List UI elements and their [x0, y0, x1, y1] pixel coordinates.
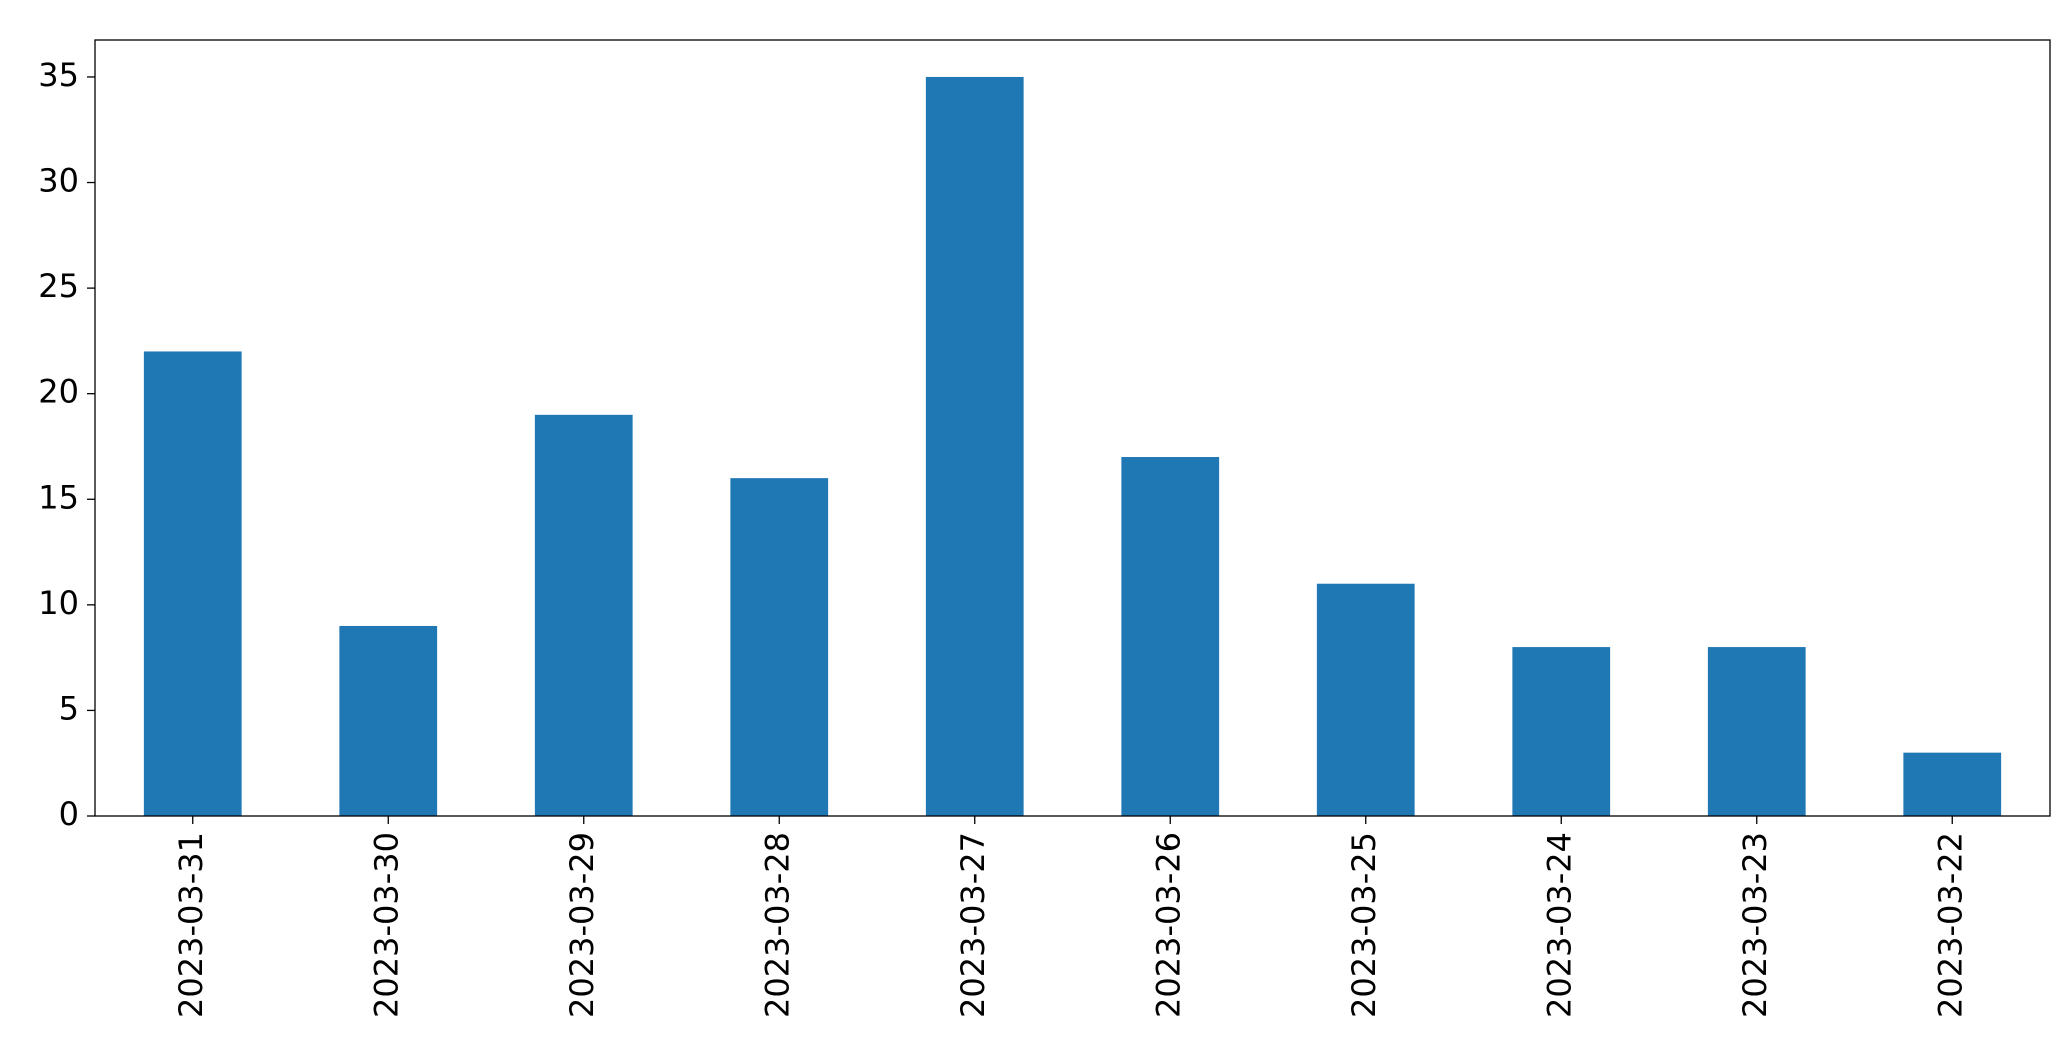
bar: [1316, 583, 1415, 816]
y-tick-label: 30: [38, 162, 79, 200]
x-tick-label: 2023-03-28: [758, 832, 796, 1018]
x-tick-label: 2023-03-30: [367, 832, 405, 1018]
x-tick-label: 2023-03-31: [172, 832, 210, 1018]
bar: [1512, 647, 1611, 816]
bar: [730, 478, 829, 816]
bar: [143, 351, 242, 816]
x-tick-label: 2023-03-22: [1931, 832, 1969, 1018]
bar: [1121, 457, 1220, 816]
x-tick-label: 2023-03-25: [1345, 832, 1383, 1018]
y-tick-label: 15: [38, 478, 79, 516]
y-tick-label: 25: [38, 267, 79, 305]
x-tick-label: 2023-03-24: [1540, 832, 1578, 1018]
y-tick-label: 35: [38, 56, 79, 94]
bar: [1707, 647, 1806, 816]
bar: [1903, 752, 2002, 816]
x-tick-label: 2023-03-26: [1149, 832, 1187, 1018]
x-tick-label: 2023-03-23: [1736, 832, 1774, 1018]
x-tick-label: 2023-03-29: [563, 832, 601, 1018]
y-tick-label: 10: [38, 584, 79, 622]
y-tick-label: 0: [59, 795, 79, 833]
bar: [925, 76, 1024, 816]
bar: [534, 414, 633, 816]
bar: [339, 625, 438, 816]
axes-frame: [94, 39, 2051, 817]
y-tick-label: 20: [38, 373, 79, 411]
x-tick-label: 2023-03-27: [954, 832, 992, 1018]
y-tick-label: 5: [59, 689, 79, 727]
